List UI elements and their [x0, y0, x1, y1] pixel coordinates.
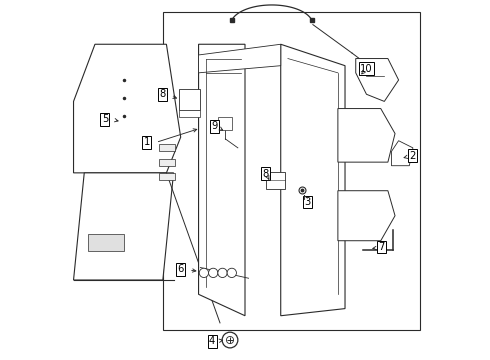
- Circle shape: [199, 268, 209, 278]
- Text: 4: 4: [209, 337, 215, 346]
- Text: 6: 6: [177, 264, 184, 274]
- Polygon shape: [179, 111, 200, 117]
- Circle shape: [227, 268, 237, 278]
- Text: 3: 3: [304, 197, 311, 207]
- Bar: [163, 12, 420, 330]
- Circle shape: [209, 268, 218, 278]
- Bar: [218, 117, 232, 130]
- Circle shape: [226, 337, 234, 343]
- Polygon shape: [281, 44, 345, 316]
- Text: 8: 8: [160, 89, 166, 99]
- Bar: [159, 144, 175, 152]
- Polygon shape: [338, 191, 395, 241]
- Polygon shape: [392, 141, 413, 166]
- Text: 9: 9: [212, 121, 218, 131]
- Circle shape: [218, 268, 227, 278]
- Text: 10: 10: [360, 64, 373, 73]
- Polygon shape: [179, 89, 200, 111]
- Polygon shape: [74, 173, 173, 280]
- Bar: [159, 173, 175, 180]
- Circle shape: [222, 332, 238, 348]
- Text: 8: 8: [263, 168, 269, 179]
- Bar: [267, 172, 285, 189]
- Text: 2: 2: [409, 151, 416, 161]
- Polygon shape: [338, 109, 395, 162]
- Polygon shape: [198, 44, 245, 316]
- Text: 1: 1: [144, 138, 150, 148]
- Polygon shape: [88, 234, 123, 251]
- Text: 7: 7: [378, 242, 385, 252]
- Polygon shape: [356, 59, 398, 102]
- Polygon shape: [74, 44, 181, 173]
- Polygon shape: [198, 44, 281, 73]
- Text: 5: 5: [102, 114, 108, 124]
- Bar: [159, 158, 175, 166]
